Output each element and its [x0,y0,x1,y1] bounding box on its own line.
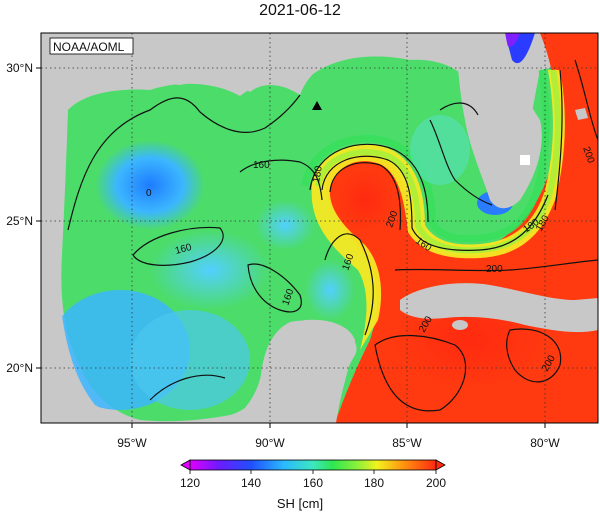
contour-label: 160 [253,160,270,171]
colorbar-label: SH [cm] [276,496,324,511]
contour-label: 160 [174,242,193,257]
yucatan [230,319,355,423]
y-tick-label: 20°N [6,361,33,375]
colorbar: 120 140 160 180 200 [180,459,446,490]
us-coast [41,33,455,125]
y-tick-label: 30°N [6,61,33,75]
colorbar-tick-label: 160 [303,476,323,490]
x-tick-label: 95°W [117,436,147,450]
contour-label: 0 [146,188,152,199]
colorbar-tick-label: 180 [364,476,384,490]
buoy-marker-icon [312,101,322,110]
colorbar-tick-label: 120 [180,476,200,490]
graticule [41,33,598,423]
source-label: NOAA/AOML [53,40,125,54]
map-frame [40,32,599,424]
x-tick-label: 85°W [392,436,422,450]
mexico [41,120,180,423]
map-title: 2021-06-12 [259,2,341,19]
x-tick-label: 80°W [530,436,560,450]
x-tick-label: 90°W [255,436,285,450]
colorbar-tick-label: 200 [426,476,446,490]
y-tick-label: 25°N [6,214,33,228]
contour-label: 200 [486,264,503,275]
contour-lines [67,59,598,412]
front-band [311,70,565,350]
contour-label: 180 [311,165,325,184]
source-box [49,37,134,55]
cuba [400,283,598,333]
colorbar-tick-label: 140 [241,476,261,490]
